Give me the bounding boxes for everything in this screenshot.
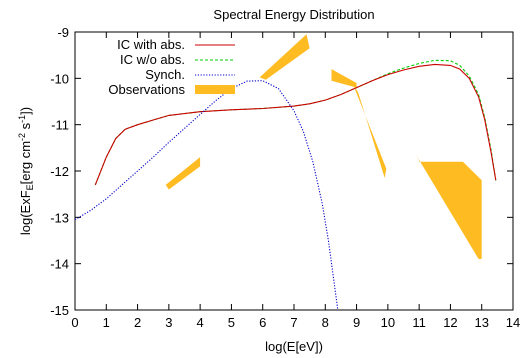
x-tick-label: 9 [353, 315, 360, 330]
series-line-synch [74, 80, 339, 311]
x-tick-label: 11 [412, 315, 426, 330]
x-tick-label: 6 [259, 315, 266, 330]
observation-region [331, 69, 357, 88]
x-tick-label: 5 [228, 315, 235, 330]
legend-swatch-observations [195, 85, 235, 94]
observation-region [416, 154, 482, 259]
y-tick-label: -15 [50, 303, 69, 318]
observation-region [353, 85, 387, 178]
x-tick-label: 8 [322, 315, 329, 330]
legend-label-ic-abs: IC with abs. [117, 37, 185, 52]
x-tick-label: 14 [506, 315, 520, 330]
x-tick-label: 2 [134, 315, 141, 330]
x-tick-label: 0 [71, 315, 78, 330]
axes: 0 1 2 3 4 5 6 7 8 9 10 11 12 13 14-9-10-11-12-13-14-15 [50, 25, 520, 330]
y-tick-label: -11 [51, 118, 69, 133]
x-tick-label: 12 [443, 315, 457, 330]
legend-label-synch: Synch. [145, 67, 185, 82]
y-tick-label: -9 [57, 25, 69, 40]
x-tick-label: 4 [197, 315, 204, 330]
x-tick-label: 13 [474, 315, 488, 330]
y-axis-label: log(ExFE[erg cm-2 s-1]) [17, 107, 35, 235]
chart-title: Spectral Energy Distribution [213, 7, 374, 22]
y-tick-label: -10 [50, 71, 69, 86]
legend-label-ic-noabs: IC w/o abs. [120, 52, 185, 67]
series-line-ic-with-abs [94, 63, 497, 186]
observation-region [165, 157, 201, 190]
y-tick-label: -13 [50, 210, 69, 225]
x-axis-label: log(E[eV]) [265, 339, 323, 354]
y-tick-label: -14 [50, 257, 69, 272]
legend: IC with abs. IC w/o abs. Synch. Observat… [108, 37, 235, 97]
x-tick-label: 10 [381, 315, 395, 330]
x-tick-label: 3 [165, 315, 172, 330]
y-tick-label: -12 [50, 164, 69, 179]
x-tick-label: 7 [290, 315, 297, 330]
observation-region [259, 34, 310, 80]
series-lines [74, 59, 497, 311]
observation-regions [165, 34, 482, 259]
legend-label-observations: Observations [108, 82, 185, 97]
x-tick-label: 1 [103, 315, 110, 330]
